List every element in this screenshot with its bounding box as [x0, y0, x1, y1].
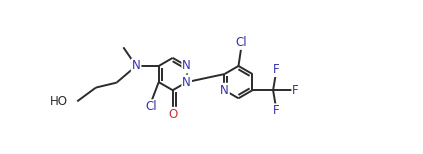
Text: Cl: Cl: [145, 100, 157, 113]
Text: HO: HO: [49, 95, 67, 108]
Text: N: N: [220, 84, 229, 97]
Text: N: N: [182, 59, 191, 73]
Text: Cl: Cl: [236, 36, 247, 49]
Text: F: F: [292, 84, 299, 97]
Text: N: N: [132, 59, 140, 73]
Text: F: F: [273, 104, 279, 117]
Text: F: F: [273, 63, 279, 76]
Text: N: N: [182, 76, 191, 89]
Text: O: O: [168, 108, 177, 121]
